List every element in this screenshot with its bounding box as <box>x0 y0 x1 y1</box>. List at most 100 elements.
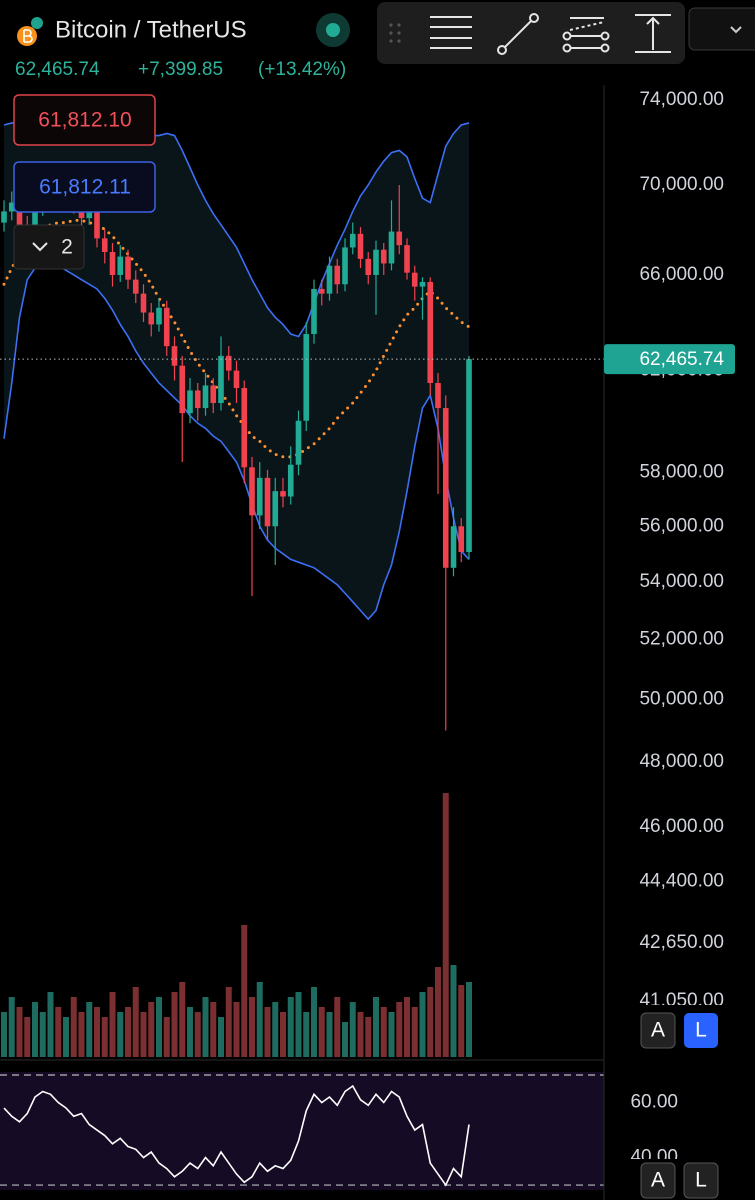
candle-body <box>218 355 224 404</box>
log-scale-button[interactable] <box>684 1013 718 1048</box>
candle-body <box>109 251 116 275</box>
price-tag <box>604 344 735 375</box>
volume-bar <box>342 1022 348 1057</box>
volume-bar <box>264 1007 271 1057</box>
volume-bar <box>218 1017 224 1057</box>
overlay: Bitcoin / TetherUS 62,465.74 +7,399.85 (… <box>13 2 755 1199</box>
y-tick-label: 54,000.00 <box>639 571 724 592</box>
symbol-title[interactable]: Bitcoin / TetherUS <box>55 16 247 43</box>
quote-icon <box>31 17 43 29</box>
interval-dropdown[interactable] <box>688 7 755 51</box>
tool-trend-line[interactable] <box>497 13 539 55</box>
volume-bar <box>194 1012 201 1057</box>
volume-bar <box>109 992 116 1057</box>
volume-bar <box>140 1012 147 1057</box>
candle-body <box>249 467 255 516</box>
volume-bar <box>233 1002 240 1057</box>
rsi-auto-scale-label: A <box>651 1169 665 1192</box>
candle-body <box>411 272 418 287</box>
volume-bar <box>249 997 255 1057</box>
volume-bar <box>171 992 178 1057</box>
volume-bar <box>442 793 449 1057</box>
candle-body <box>233 370 240 388</box>
volume-bar <box>272 1002 279 1057</box>
candle-body <box>311 288 317 335</box>
candle-body <box>388 231 395 264</box>
volume-bar <box>411 1007 418 1057</box>
candle-body <box>225 355 232 371</box>
volume-bar <box>419 992 426 1057</box>
volume-bar <box>295 992 302 1057</box>
candle-body <box>140 293 147 313</box>
volume-bar <box>318 1007 325 1057</box>
indicator-chevron <box>32 242 48 252</box>
rsi-pane-background <box>0 1072 604 1190</box>
candle-body <box>365 258 372 275</box>
volume-bar <box>373 997 379 1057</box>
volume-bar <box>334 997 341 1057</box>
volume-bar <box>450 965 457 1057</box>
volume-bar <box>388 1012 395 1057</box>
volume-bar <box>32 1002 38 1057</box>
rsi-log-scale-label: L <box>695 1169 707 1192</box>
price-change: +7,399.85 <box>138 59 223 80</box>
candle-body <box>419 281 426 287</box>
tool-measure[interactable] <box>635 14 671 53</box>
volume-bar <box>241 925 248 1057</box>
candle-body <box>357 233 364 259</box>
indicator-toggle[interactable] <box>13 224 85 270</box>
rsi-auto-scale-button[interactable] <box>640 1162 676 1199</box>
volume-bar <box>86 1002 93 1057</box>
candle-body <box>179 365 186 414</box>
tool-fib[interactable] <box>562 17 610 53</box>
candle-body <box>272 491 279 527</box>
bollinger-lower <box>3 260 470 621</box>
candle-body <box>326 265 333 294</box>
candle-body <box>256 477 263 516</box>
buy-order-box[interactable] <box>13 161 156 213</box>
volume-bar <box>303 1012 310 1057</box>
volume-bar <box>225 987 232 1057</box>
log-scale-label: L <box>695 1019 707 1042</box>
price-pane <box>0 122 604 1057</box>
volume-bar <box>63 1017 69 1057</box>
volume-bar <box>365 1017 372 1057</box>
tool-horizontal-lines[interactable] <box>430 16 472 49</box>
y-tick-label: 40.00 <box>630 1147 678 1168</box>
volume-bar <box>16 1007 23 1057</box>
dropdown-chevron <box>730 26 742 34</box>
volume-bar <box>202 997 209 1057</box>
y-tick-label: 50,000.00 <box>639 689 724 710</box>
volume-bar <box>380 1007 387 1057</box>
candle-body <box>404 245 410 273</box>
auto-scale-button[interactable] <box>640 1012 676 1049</box>
sell-order-label: 61,812.10 <box>38 109 131 132</box>
y-tick-label: 41,050.00 <box>639 990 724 1011</box>
rsi-pane <box>0 1074 604 1187</box>
volume-bar <box>435 967 441 1057</box>
last-price: 62,465.74 <box>15 59 100 80</box>
price-summary: 62,465.74 +7,399.85 (+13.42%) <box>15 59 346 80</box>
rsi-log-scale-button[interactable] <box>683 1162 719 1199</box>
candle-body <box>202 385 209 409</box>
price-tag-layer: 62,465.74 <box>604 344 735 375</box>
candle-body <box>132 279 139 294</box>
candle-body <box>334 265 341 285</box>
sell-order-box[interactable] <box>13 94 156 146</box>
y-tick-label: 66,000.00 <box>639 264 724 285</box>
candle-body <box>295 420 302 465</box>
volume-bar <box>94 1007 100 1057</box>
y-tick-label: 60.00 <box>630 1092 678 1113</box>
candle-body <box>94 207 100 239</box>
candle-body <box>187 390 193 414</box>
candle-body <box>373 249 379 275</box>
candle-body <box>342 247 348 285</box>
candle-body <box>458 526 465 552</box>
buy-order-label: 61,812.11 <box>39 176 131 199</box>
price-axis: 74,000.0070,000.0066,000.0062,000.0058,0… <box>639 89 724 1011</box>
volume-bar <box>117 1012 124 1057</box>
auto-scale-label: A <box>651 1019 665 1042</box>
volume-bar <box>311 987 317 1057</box>
